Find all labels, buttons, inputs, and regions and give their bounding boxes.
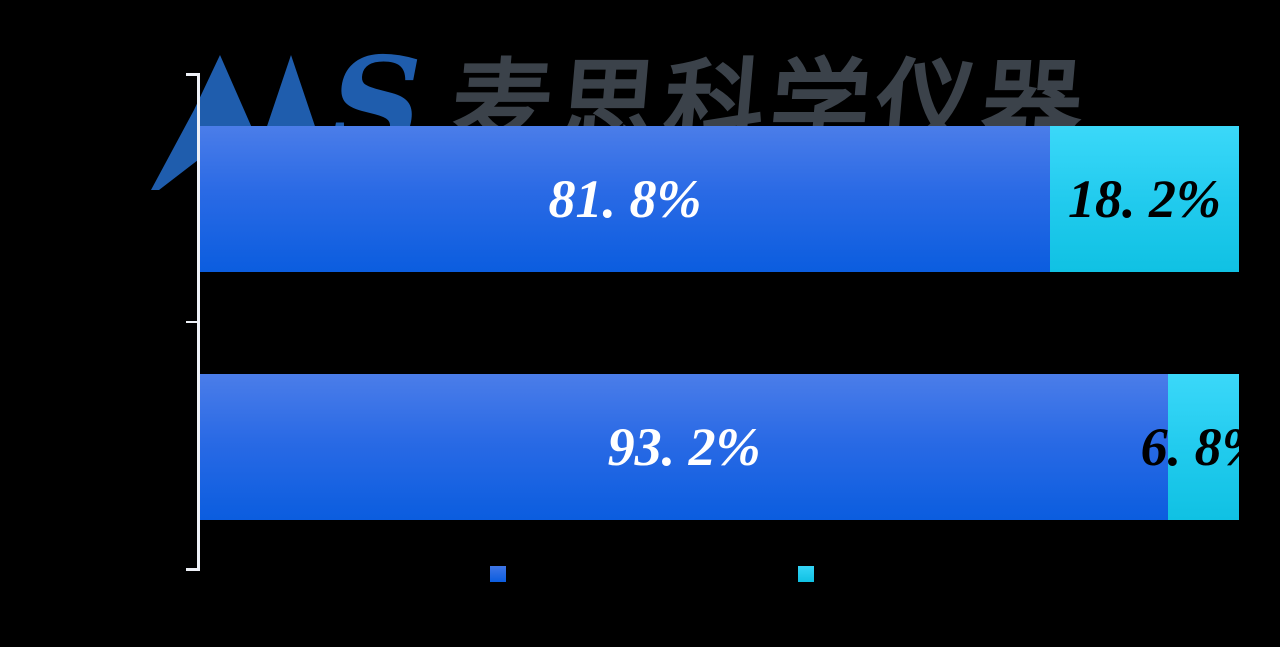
bar-2-segment-blue: 93. 2% [200, 374, 1169, 520]
bar-1-segment-cyan: 18. 2% [1049, 126, 1239, 272]
y-axis-line [197, 73, 200, 571]
bar-2-blue-value-label: 93. 2% [607, 417, 761, 477]
bar-1-blue-value-label: 81. 8% [548, 169, 702, 229]
logo-letter-a1 [151, 55, 252, 190]
bar-row-1: 81. 8% 18. 2% [200, 126, 1239, 272]
axis-tick-middle [186, 321, 198, 323]
bar-1-cyan-value-label: 18. 2% [1067, 169, 1221, 229]
axis-tick-bottom [186, 568, 199, 571]
bar-2-segment-cyan: 6. 8% [1141, 374, 1267, 520]
bar-2-cyan-value-label: 6. 8% [1140, 417, 1267, 477]
legend-swatch-blue [490, 566, 506, 582]
axis-tick-top [186, 73, 199, 76]
bar-1-segment-blue: 81. 8% [200, 126, 1050, 272]
legend-swatch-cyan [798, 566, 814, 582]
bar-row-2: 93. 2% 6. 8% [200, 374, 1267, 520]
